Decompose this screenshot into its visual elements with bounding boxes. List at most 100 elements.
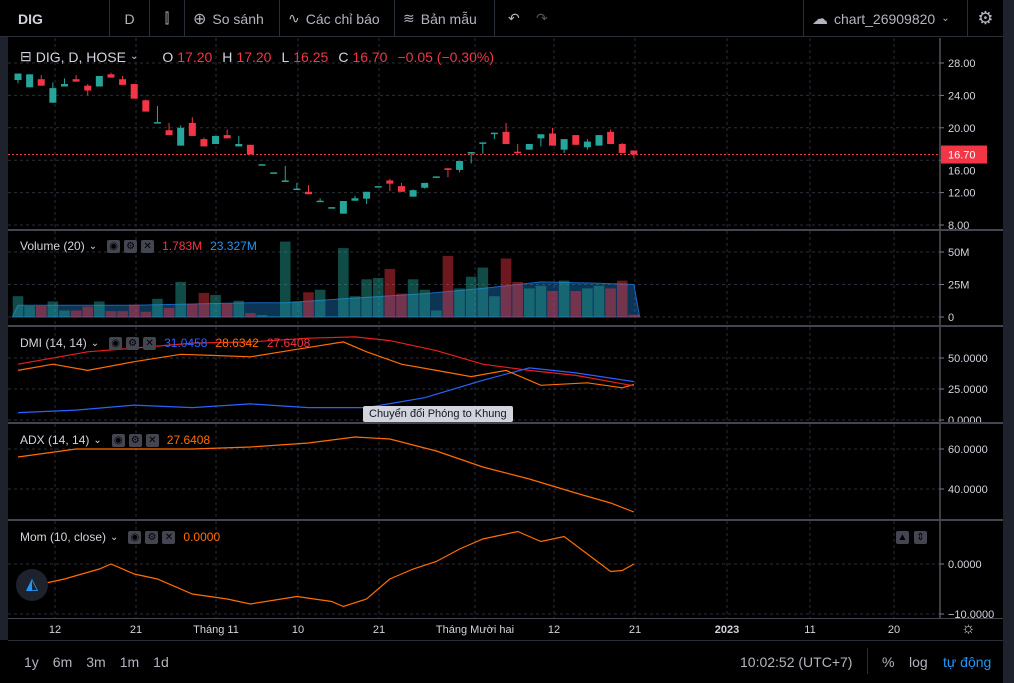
axis-tick-label: 28.00 — [948, 58, 976, 70]
axis-tick-label: 25M — [948, 280, 969, 292]
candle-body — [328, 207, 336, 209]
clock[interactable]: 10:02:52 (UTC+7) — [740, 654, 853, 670]
time-label: 2023 — [714, 624, 740, 636]
dmi-title[interactable]: DMI (14, 14) — [20, 336, 87, 350]
close-icon[interactable]: ✕ — [145, 433, 159, 447]
momentum-pane[interactable]: 0.0000 −10.0000 Mom (10, close) ⌄ ◉ ⚙ ✕ 0.00… — [8, 521, 1003, 619]
plus-di-line — [17, 367, 634, 414]
chevron-down-icon[interactable]: ⌄ — [90, 337, 100, 349]
gear-icon[interactable]: ⚙ — [145, 530, 159, 544]
volume-bar — [163, 307, 175, 317]
volume-bar — [558, 280, 570, 317]
chart-layout-button[interactable]: ☁ chart_26909820 ⌄ — [803, 0, 968, 37]
candle-body — [374, 186, 382, 188]
volume-bar — [256, 315, 268, 317]
eye-icon[interactable]: ◉ — [107, 239, 121, 253]
volume-bar — [105, 311, 117, 317]
volume-legend: Volume (20) ⌄ ◉ ⚙ ✕ 1.783M 23.327M — [20, 239, 257, 253]
minus-di-line — [17, 341, 635, 389]
adx-legend: ADX (14, 14) ⌄ ◉ ⚙ ✕ 27.6408 — [20, 433, 210, 447]
undo-button[interactable]: ↶ — [500, 0, 525, 37]
right-panel-strip[interactable] — [1003, 0, 1014, 683]
interval-button[interactable]: D — [110, 0, 150, 37]
candle-body — [177, 127, 185, 146]
price-pane[interactable]: 28.00 24.00 20.00 16.00 12.00 8.00 16.70 ⊟ DIG… — [8, 38, 1003, 231]
adx-title[interactable]: ADX (14, 14) — [20, 433, 90, 447]
volume-bar — [384, 268, 396, 317]
dmi-pane[interactable]: 50.0000 25.0000 0.0000 DMI (14, 14) ⌄ ◉ ⚙ ✕ 3… — [8, 327, 1003, 424]
range-3m[interactable]: 3m — [86, 654, 106, 670]
volume-pane[interactable]: 50M 25M 0 Volume (20) ⌄ ◉ ⚙ ✕ 1.783M 23.327M — [8, 231, 1003, 327]
close-icon[interactable]: ✕ — [143, 336, 157, 350]
candle-body — [560, 139, 568, 150]
volume-bar — [593, 285, 605, 317]
range-6m[interactable]: 6m — [52, 654, 73, 670]
candle-body — [502, 131, 510, 144]
pane-up-icon[interactable]: ▲ — [896, 531, 909, 544]
mom-value: 0.0000 — [183, 530, 221, 544]
eye-icon[interactable]: ◉ — [111, 433, 125, 447]
open-value: 17.20 — [177, 48, 213, 65]
time-label: Tháng 11 — [193, 624, 239, 636]
eye-icon[interactable]: ◉ — [128, 530, 142, 544]
axis-tick-label: 25.0000 — [948, 384, 988, 396]
chart-type-button[interactable]: ⫿ — [150, 0, 185, 37]
auto-toggle[interactable]: tự động — [943, 654, 992, 670]
gear-icon[interactable]: ⚙ — [128, 433, 142, 447]
volume-bar — [279, 241, 291, 317]
close-icon[interactable]: ✕ — [162, 530, 176, 544]
plus-di-value: 31.0458 — [164, 336, 208, 350]
low-label: L — [281, 48, 290, 65]
left-toolbar-strip[interactable] — [0, 0, 8, 640]
series-title[interactable]: DIG, D, HOSE — [35, 48, 126, 65]
candle-body — [467, 152, 475, 154]
chevron-down-icon[interactable]: ⌄ — [110, 531, 119, 543]
axis-tick-label: 0 — [948, 312, 954, 324]
volume-bar — [431, 310, 442, 317]
candle-body — [212, 135, 220, 144]
volume-bar — [117, 311, 128, 317]
symbol-search-button[interactable]: DIG — [10, 0, 110, 37]
range-1m[interactable]: 1m — [119, 654, 140, 670]
sun-icon[interactable]: ☼ — [961, 620, 976, 637]
percent-toggle[interactable]: % — [882, 654, 895, 670]
candle-body — [14, 73, 22, 81]
close-icon[interactable]: ✕ — [141, 239, 155, 253]
log-toggle[interactable]: log — [909, 654, 928, 670]
compare-label: So sánh — [212, 10, 264, 27]
chevron-down-icon[interactable]: ⌄ — [129, 51, 139, 62]
volume-bar — [70, 310, 82, 317]
candle-body — [351, 198, 359, 201]
gear-icon[interactable]: ⚙ — [126, 336, 140, 350]
candle-body — [339, 201, 347, 214]
time-label: 21 — [628, 624, 642, 636]
collapse-icon[interactable]: ⊟ — [20, 48, 32, 64]
adx-pane[interactable]: 60.0000 40.0000 ADX (14, 14) ⌄ ◉ ⚙ ✕ 27.6408 — [8, 424, 1003, 521]
volume-ma-area — [11, 281, 641, 318]
volume-title[interactable]: Volume (20) — [20, 239, 85, 253]
mom-title[interactable]: Mom (10, close) — [20, 530, 107, 544]
indicators-button[interactable]: ∿ Các chỉ báo — [280, 0, 395, 37]
axis-tick-label: 8.00 — [948, 220, 969, 229]
candle-body — [235, 144, 243, 147]
range-1y[interactable]: 1y — [24, 654, 39, 670]
gear-icon[interactable]: ⚙ — [124, 239, 138, 253]
eye-icon[interactable]: ◉ — [109, 336, 123, 350]
tradingview-logo[interactable]: ◭ — [16, 569, 48, 601]
redo-button[interactable]: ↷ — [528, 0, 553, 37]
settings-button[interactable]: ⚙ — [968, 0, 1003, 37]
dmi-legend: DMI (14, 14) ⌄ ◉ ⚙ ✕ 31.0458 28.6342 27.640… — [20, 336, 310, 350]
axis-tick-label: 0.0000 — [948, 559, 982, 571]
time-axis[interactable]: 12 21 Tháng 11 10 21 Tháng Mười hai 12 21 2023 11… — [8, 619, 1003, 641]
candle-body — [258, 164, 266, 166]
range-1d[interactable]: 1d — [153, 654, 169, 670]
candle-body — [165, 130, 173, 136]
cloud-icon: ☁ — [812, 10, 828, 28]
chevron-down-icon[interactable]: ⌄ — [93, 434, 102, 446]
templates-button[interactable]: ≋ Bản mẫu — [395, 0, 495, 37]
volume-bar — [94, 301, 105, 317]
candle-body — [316, 200, 324, 203]
pane-maximize-icon[interactable]: ⇕ — [914, 531, 927, 544]
chevron-down-icon[interactable]: ⌄ — [88, 240, 98, 252]
compare-button[interactable]: ⊕ So sánh — [185, 0, 280, 37]
